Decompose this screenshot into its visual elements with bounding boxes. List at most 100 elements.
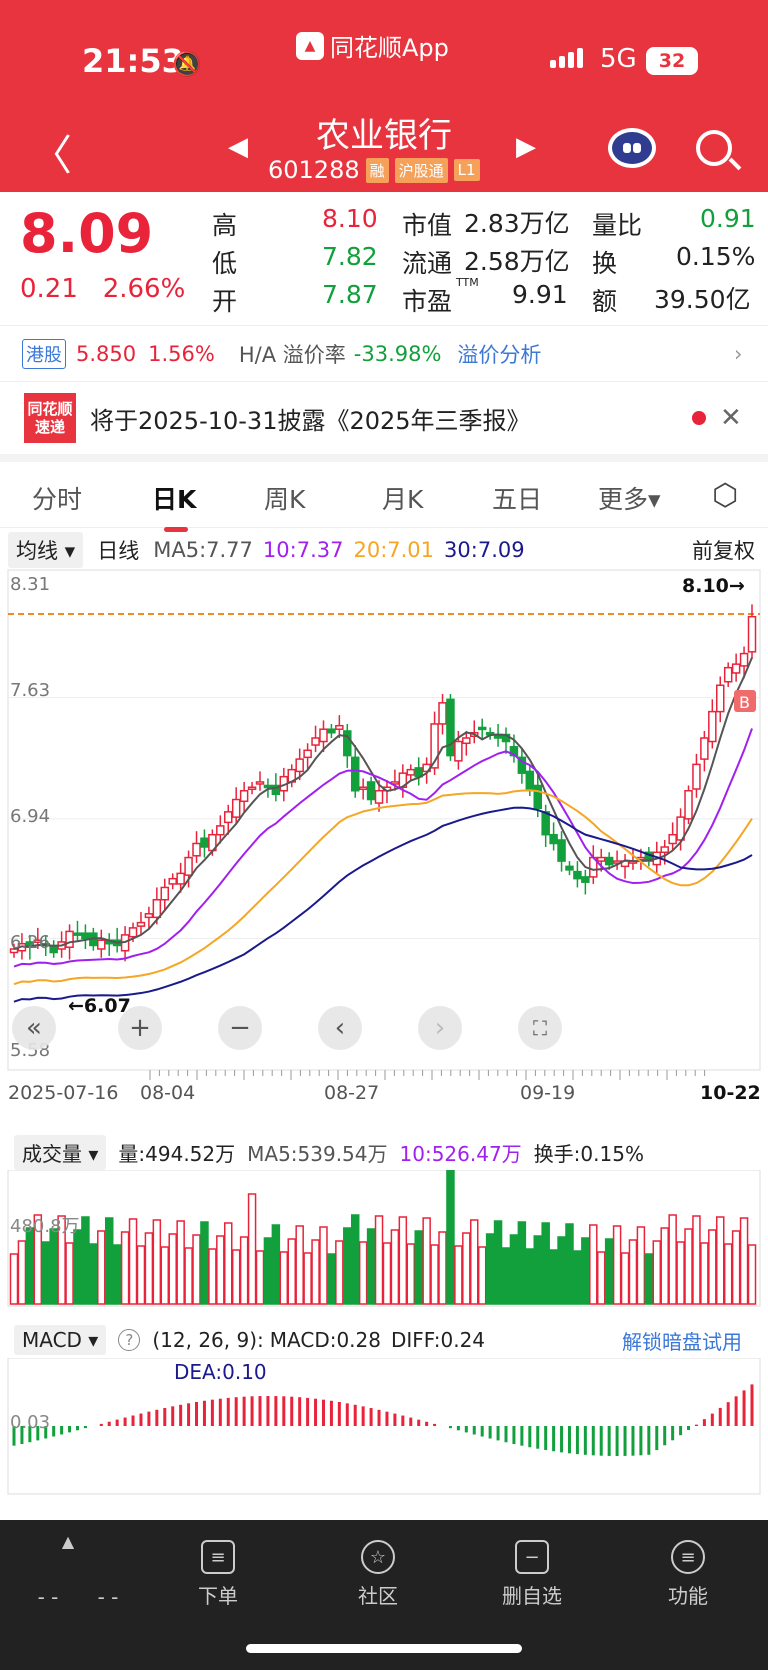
candle-body	[358, 786, 368, 790]
tab-daily-k[interactable]: 日K	[152, 480, 196, 532]
tab-weekly-k[interactable]: 周K	[264, 485, 306, 514]
zoom-in-icon[interactable]: +	[118, 1006, 162, 1050]
nav-remove-watchlist[interactable]: − 删自选	[482, 1540, 582, 1609]
prev-stock-icon[interactable]: ◀	[228, 132, 248, 162]
kline-frame	[7, 569, 761, 1071]
macd-chart: 0.03	[7, 1358, 761, 1495]
candle-body	[343, 730, 352, 757]
tab-more[interactable]: 更多▾	[598, 485, 661, 514]
candle-body	[335, 724, 344, 730]
volume-selector[interactable]: 成交量 ▾	[14, 1134, 107, 1170]
candle-body	[676, 816, 685, 841]
volume-bar	[319, 1226, 328, 1305]
search-icon[interactable]	[696, 130, 732, 166]
fullscreen-icon[interactable]: ⛶	[518, 1006, 562, 1050]
nav-functions[interactable]: ≡ 功能	[638, 1540, 738, 1609]
volume-bar	[382, 1242, 392, 1305]
macd-selector[interactable]: MACD ▾	[14, 1325, 107, 1355]
premium-analysis-link[interactable]: 溢价分析	[457, 342, 542, 367]
ma-lines	[13, 657, 753, 1003]
app-name: ▲ 同花顺App	[296, 28, 449, 63]
candle-body	[239, 789, 249, 803]
hk-premium-row[interactable]: 港股 5.850 1.56% H/A 溢价率 -33.98% 溢价分析 ›	[0, 326, 768, 382]
volume-bar	[414, 1230, 423, 1305]
volume-bar	[493, 1220, 503, 1305]
candle-body	[739, 652, 749, 667]
close-icon[interactable]: ✕	[720, 403, 742, 433]
candle-body	[438, 702, 447, 725]
next-stock-icon[interactable]: ▶	[516, 132, 536, 162]
mcap-value: 2.83万亿	[464, 209, 570, 238]
news-banner[interactable]: 同花顺 速递 将于2025-10-31披露《2025年三季报》 ✕	[0, 382, 768, 454]
volume-bar	[9, 1253, 19, 1305]
app-logo-icon: ▲	[296, 31, 324, 60]
tag-connect: 沪股通	[394, 157, 448, 183]
tab-monthly-k[interactable]: 月K	[382, 485, 424, 514]
pe-value: 9.91	[512, 280, 568, 309]
buy-marker-label: B	[739, 693, 750, 712]
pe-label: 市盈	[402, 287, 453, 316]
volume-bar	[57, 1215, 66, 1305]
volume-bar	[589, 1224, 598, 1305]
candle-body	[200, 837, 209, 848]
volume-bars	[9, 1170, 757, 1305]
candle-body	[723, 666, 733, 683]
candle-body	[184, 856, 193, 876]
tab-five-day[interactable]: 五日	[492, 485, 543, 514]
volume-bar	[224, 1222, 233, 1305]
x-label-end: 10-22	[700, 1082, 761, 1104]
robot-assistant-icon[interactable]	[608, 128, 656, 168]
candle-body	[136, 921, 146, 927]
section-gap	[0, 454, 768, 462]
macd-axis-label: 0.03	[10, 1412, 50, 1433]
nav-collapse[interactable]: ▲ - - - -	[18, 1532, 119, 1609]
header: 21:53 🔕 ▲ 同花顺App 5G 32 〈 农业银行 ◀ ▶ 601288…	[0, 0, 768, 192]
premium-label: H/A 溢价率	[238, 342, 346, 367]
stock-code: 601288	[268, 156, 360, 184]
scroll-left-icon[interactable]: «	[12, 1006, 56, 1050]
volume-bar	[509, 1234, 519, 1305]
chevron-up-icon: ▲	[61, 1532, 75, 1551]
nav-community[interactable]: ☆ 社区	[328, 1540, 428, 1609]
volume-ma5: MA5:539.54万	[247, 1141, 388, 1166]
back-icon[interactable]: 〈	[30, 131, 73, 180]
volume-bar	[279, 1251, 289, 1305]
pan-right-icon[interactable]: ›	[418, 1006, 462, 1050]
candle-body	[160, 886, 170, 901]
settings-hex-icon[interactable]: ⬡	[712, 478, 739, 513]
pan-left-icon[interactable]: ‹	[318, 1006, 362, 1050]
candle-body	[168, 877, 177, 885]
app-name-label: 同花顺App	[330, 34, 449, 62]
network-label: 5G	[600, 44, 637, 74]
tab-intraday[interactable]: 分时	[32, 485, 83, 514]
candle-body	[327, 728, 336, 734]
ma-selector[interactable]: 均线 ▾	[8, 532, 84, 568]
volume-bar	[303, 1252, 312, 1305]
volume-bar	[501, 1247, 511, 1305]
low-mark: ←6.07	[68, 995, 131, 1017]
nav-remove-label: 删自选	[502, 1584, 562, 1608]
candle-body	[549, 833, 558, 845]
candle-body	[708, 710, 717, 743]
ma10-line	[13, 728, 753, 968]
y-label-4: 6.26	[10, 932, 50, 953]
adjust-label[interactable]: 前复权	[692, 539, 755, 563]
nav-order-label: 下单	[198, 1584, 238, 1608]
volume-bar	[33, 1214, 43, 1305]
candle-body	[668, 833, 677, 845]
volume-bar	[120, 1231, 130, 1305]
candle-body	[271, 784, 281, 796]
candle-body	[581, 876, 590, 883]
kline-chart[interactable]: 8.31 7.63 6.94 6.26 5.58 8.10→ ←6.07 B 2…	[0, 568, 768, 1088]
candle-body	[565, 865, 574, 871]
x-label-start: 2025-07-16	[8, 1082, 119, 1104]
volume-bar	[700, 1242, 709, 1305]
vr-label: 量比	[592, 211, 643, 240]
home-indicator	[246, 1644, 522, 1653]
unlock-link[interactable]: 解锁暗盘试用	[622, 1329, 742, 1354]
candle-body	[216, 825, 225, 836]
nav-order[interactable]: ≡ 下单	[168, 1540, 268, 1609]
zoom-out-icon[interactable]: −	[218, 1006, 262, 1050]
volume-bar	[25, 1227, 35, 1305]
help-icon[interactable]: ?	[118, 1329, 141, 1351]
